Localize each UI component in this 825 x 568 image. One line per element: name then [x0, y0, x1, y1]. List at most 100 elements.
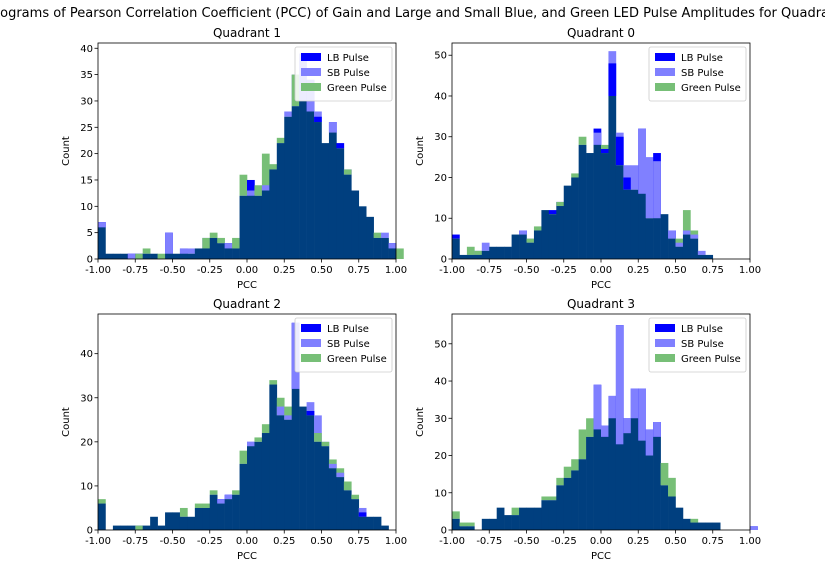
bar-green-bin-29 — [668, 477, 676, 497]
legend-label-lb: LB Pulse — [327, 53, 369, 64]
bar-overlap-bin-6 — [142, 253, 151, 259]
bar-green-bin-23 — [269, 164, 278, 170]
bar-overlap-bin-10 — [526, 242, 535, 259]
y-tick-label: 10 — [434, 214, 447, 225]
bar-overlap-bin-14 — [202, 507, 211, 530]
bar-overlap-bin-0 — [452, 238, 460, 259]
legend-label-sb: SB Pulse — [681, 68, 724, 79]
bar-overlap-bin-24 — [276, 415, 285, 530]
bar-lb-bin-23 — [623, 177, 632, 190]
bar-sb-bin-4 — [127, 253, 136, 259]
bar-overlap-bin-33 — [697, 522, 706, 530]
bar-overlap-bin-18 — [586, 436, 594, 530]
bar-sb-bin-31 — [328, 122, 337, 133]
x-tick-label: 0.25 — [273, 536, 295, 547]
bar-overlap-bin-15 — [209, 237, 218, 259]
bar-overlap-bin-12 — [187, 253, 196, 259]
x-tick-label: 0.50 — [310, 536, 332, 547]
bar-overlap-bin-36 — [366, 216, 374, 259]
bar-sb-bin-20 — [247, 441, 255, 447]
x-tick-label: -0.50 — [514, 265, 540, 276]
x-tick-label: 0.75 — [702, 265, 724, 276]
bar-sb-bin-17 — [224, 494, 233, 500]
bar-overlap-bin-26 — [645, 455, 654, 530]
bar-overlap-bin-5 — [489, 518, 497, 530]
bar-overlap-bin-11 — [533, 507, 542, 530]
bar-overlap-bin-11 — [179, 253, 188, 259]
bar-lb-bin-20 — [247, 179, 255, 196]
y-tick-label: 0 — [441, 255, 447, 266]
x-tick-label: 0.00 — [590, 536, 612, 547]
x-tick-label: -0.25 — [551, 536, 577, 547]
x-axis-label: PCC — [237, 280, 257, 291]
y-tick-label: 0 — [87, 255, 93, 266]
bar-overlap-bin-3 — [474, 254, 483, 259]
panel-title: Quadrant 0 — [567, 26, 635, 40]
legend: LB Pulse SB Pulse Green Pulse — [648, 46, 747, 102]
bar-overlap-bin-12 — [187, 516, 196, 530]
bar-green-bin-17 — [578, 136, 587, 145]
bar-overlap-bin-17 — [224, 499, 233, 530]
bar-lb-bin-21 — [608, 63, 617, 96]
bar-green-bin-17 — [578, 429, 587, 460]
y-axis-label: Count — [61, 136, 72, 166]
bar-green-bin-16 — [217, 237, 225, 244]
bar-green-bin-18 — [232, 490, 240, 495]
bar-green-bin-23 — [269, 380, 278, 385]
legend-label-lb: LB Pulse — [681, 324, 723, 335]
bar-green-bin-10 — [526, 238, 535, 243]
bar-overlap-bin-2 — [466, 526, 475, 530]
x-tick-label: 1.00 — [385, 536, 407, 547]
legend-label-lb: LB Pulse — [327, 324, 369, 335]
bar-overlap-bin-37 — [373, 237, 382, 259]
x-tick-label: 0.00 — [236, 265, 258, 276]
panel-quadrant-1: -1.00 -0.75 -0.50 -0.25 0.00 0.25 0.50 0.75 1.00… — [61, 26, 407, 291]
y-tick-label: 30 — [434, 414, 447, 425]
bar-green-bin-2 — [466, 522, 475, 527]
bar-overlap-bin-21 — [608, 95, 617, 259]
bar-lb-bin-13 — [548, 210, 557, 215]
bar-overlap-bin-13 — [194, 507, 203, 530]
bar-overlap-bin-33 — [343, 174, 352, 259]
bar-green-bin-18 — [232, 237, 240, 249]
bar-green-bin-5 — [135, 253, 143, 259]
bar-overlap-bin-10 — [172, 512, 181, 530]
y-tick-label: 25 — [80, 123, 93, 134]
bar-green-bin-34 — [351, 494, 360, 500]
bar-overlap-bin-32 — [690, 238, 699, 259]
bar-sb-bin-0 — [98, 222, 106, 228]
bar-sb-bin-20 — [247, 190, 255, 196]
bar-overlap-bin-37 — [373, 516, 382, 530]
bar-green-bin-13 — [548, 496, 557, 501]
panel-title: Quadrant 2 — [213, 297, 281, 311]
bar-overlap-bin-21 — [254, 441, 263, 530]
bar-green-bin-13 — [194, 503, 203, 508]
bar-lb-bin-32 — [336, 143, 345, 149]
y-tick-label: 30 — [434, 132, 447, 143]
bar-overlap-bin-14 — [202, 248, 211, 259]
bar-overlap-bin-23 — [269, 169, 278, 259]
bar-overlap-bin-27 — [653, 436, 661, 530]
bar-lb-bin-35 — [358, 512, 367, 517]
bar-green-bin-15 — [209, 232, 218, 238]
bar-sb-bin-27 — [653, 161, 661, 219]
legend-swatch-green — [655, 83, 675, 91]
bar-green-bin-32 — [690, 518, 699, 523]
bar-green-bin-15 — [563, 466, 572, 478]
y-tick-label: 0 — [441, 526, 447, 537]
panel-title: Quadrant 3 — [567, 297, 635, 311]
bar-overlap-bin-12 — [541, 500, 550, 530]
legend-swatch-sb — [301, 68, 321, 76]
bar-green-bin-22 — [261, 153, 270, 191]
bar-overlap-bin-33 — [343, 490, 352, 530]
y-tick-label: 20 — [434, 451, 447, 462]
bar-sb-bin-40 — [750, 526, 758, 530]
bar-overlap-bin-20 — [247, 195, 255, 259]
bar-overlap-bin-19 — [593, 144, 602, 259]
x-tick-label: -0.75 — [476, 265, 502, 276]
bar-sb-bin-26 — [645, 429, 654, 456]
bar-sb-bin-26 — [645, 157, 654, 219]
x-tick-label: 0.50 — [310, 265, 332, 276]
x-tick-label: -1.00 — [85, 265, 111, 276]
bar-overlap-bin-14 — [556, 206, 565, 259]
